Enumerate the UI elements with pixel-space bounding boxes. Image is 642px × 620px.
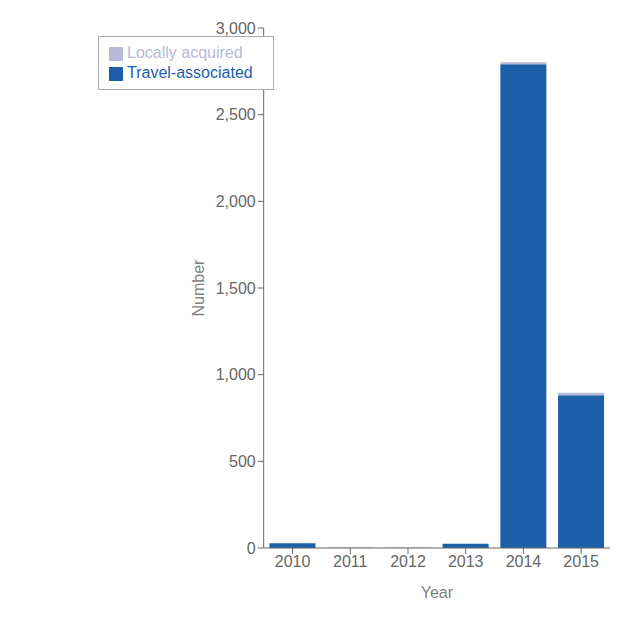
svg-text:2015: 2015 xyxy=(563,553,599,570)
svg-text:Number: Number xyxy=(190,259,207,317)
svg-text:2013: 2013 xyxy=(448,553,484,570)
svg-text:500: 500 xyxy=(229,453,256,470)
svg-text:3,000: 3,000 xyxy=(216,20,256,37)
svg-text:1,500: 1,500 xyxy=(216,280,256,297)
html-text:Locally acquired: Locally acquired xyxy=(127,44,243,61)
svg-text:2011: 2011 xyxy=(333,553,368,570)
svg-text:2014: 2014 xyxy=(506,553,542,570)
svg-text:2,000: 2,000 xyxy=(216,193,256,210)
svg-text:0: 0 xyxy=(247,540,256,557)
svg-text:2,500: 2,500 xyxy=(216,106,256,123)
html-text:Travel-associated: Travel-associated xyxy=(127,64,253,81)
svg-text:Year: Year xyxy=(421,584,454,601)
svg-text:2010: 2010 xyxy=(275,553,311,570)
svg-text:1,000: 1,000 xyxy=(216,366,256,383)
svg-text:2012: 2012 xyxy=(390,553,426,570)
